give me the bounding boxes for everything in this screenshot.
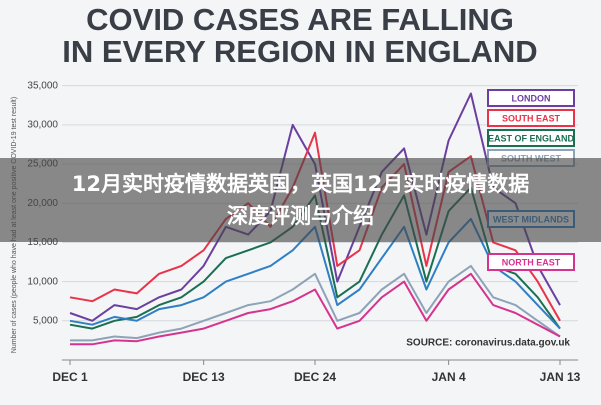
- y-tick-label: 10,000: [27, 276, 58, 287]
- legend-box: [487, 89, 575, 107]
- y-tick-label: 15,000: [27, 237, 58, 248]
- overlay-banner: 12月实时疫情数据英国，英国12月实时疫情数据深度评测与介绍: [0, 158, 601, 242]
- x-tick-label: JAN 13: [540, 370, 581, 384]
- source: SOURCE: coronavirus.data.gov.uk: [406, 338, 570, 349]
- legend-box: [487, 253, 575, 271]
- legend-label: NORTH EAST: [502, 257, 561, 267]
- legend-box: [487, 129, 575, 147]
- x-tick-label: DEC 1: [52, 370, 88, 384]
- y-tick-label: 5,000: [33, 315, 58, 326]
- x-tick-label: JAN 4: [432, 370, 466, 384]
- x-tick-label: DEC 24: [294, 370, 336, 384]
- x-tick-label: DEC 13: [183, 370, 225, 384]
- legend-box: [487, 109, 575, 127]
- legend-label: LONDON: [512, 93, 551, 103]
- chart-subtitle: IN EVERY REGION IN ENGLAND: [62, 34, 537, 69]
- chart-title: COVID CASES ARE FALLING: [86, 2, 514, 37]
- y-tick-label: 35,000: [27, 80, 58, 91]
- overlay-text: 12月实时疫情数据英国，英国12月实时疫情数据深度评测与介绍: [71, 172, 530, 228]
- legend-label: SOUTH EAST: [502, 113, 561, 123]
- series-line: [70, 264, 561, 342]
- series-line: [70, 272, 561, 346]
- legend-label: EAST OF ENGLAND: [488, 133, 575, 143]
- y-tick-label: 30,000: [27, 120, 58, 131]
